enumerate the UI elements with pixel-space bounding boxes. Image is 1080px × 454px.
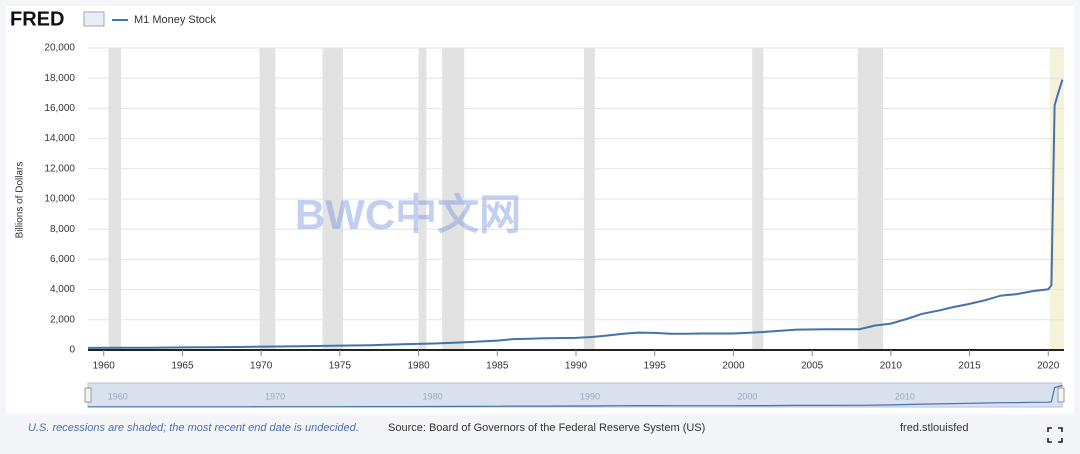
- y-tick-label: 16,000: [44, 103, 75, 114]
- navigator-label: 2000: [737, 391, 757, 401]
- legend-label: M1 Money Stock: [134, 14, 216, 26]
- x-tick-label: 1980: [407, 361, 430, 372]
- y-tick-label: 20,000: [44, 43, 75, 54]
- fullscreen-button[interactable]: [1047, 427, 1063, 443]
- chart-panel: [6, 6, 1074, 414]
- y-tick-label: 18,000: [44, 73, 75, 84]
- x-tick-label: 2010: [880, 361, 903, 372]
- footnote[interactable]: U.S. recessions are shaded; the most rec…: [28, 422, 359, 434]
- x-tick-label: 2015: [958, 361, 981, 372]
- y-tick-label: 6,000: [50, 254, 75, 265]
- x-tick-label: 2000: [722, 361, 745, 372]
- navigator-handle-right[interactable]: [1057, 387, 1065, 403]
- y-tick-label: 10,000: [44, 194, 75, 205]
- x-tick-label: 1985: [486, 361, 509, 372]
- navigator: [87, 382, 1063, 408]
- y-tick-label: 12,000: [44, 163, 75, 174]
- y-axis-label: Billions of Dollars: [15, 162, 26, 239]
- source: Source: Board of Governors of the Federa…: [388, 422, 705, 434]
- y-tick-label: 8,000: [50, 224, 75, 235]
- navigator-handle-left[interactable]: [84, 387, 92, 403]
- x-tick-label: 1965: [171, 361, 194, 372]
- y-tick-label: 2,000: [50, 314, 75, 325]
- x-tick-label: 1960: [93, 361, 116, 372]
- x-tick-label: 2020: [1037, 361, 1060, 372]
- x-tick-label: 2005: [801, 361, 824, 372]
- navigator-line: [88, 384, 1063, 408]
- y-tick-label: 14,000: [44, 133, 75, 144]
- x-tick-label: 1975: [329, 361, 352, 372]
- navigator-label: 1990: [580, 391, 600, 401]
- y-tick-label: 4,000: [50, 284, 75, 295]
- navigator-label: 1980: [423, 391, 443, 401]
- x-tick-label: 1995: [644, 361, 667, 372]
- series-line: [87, 79, 1064, 349]
- x-tick-label: 1970: [250, 361, 273, 372]
- y-tick-label: 0: [69, 345, 75, 356]
- navigator-label: 1960: [108, 391, 128, 401]
- watermark: BWC中文网: [295, 191, 521, 238]
- logo: FRED: [10, 8, 64, 30]
- navigator-label: 1970: [265, 391, 285, 401]
- x-tick-label: 1990: [565, 361, 588, 372]
- logo-icon: [83, 11, 105, 27]
- link[interactable]: fred.stlouisfed: [900, 422, 968, 434]
- navigator-label: 2010: [895, 391, 915, 401]
